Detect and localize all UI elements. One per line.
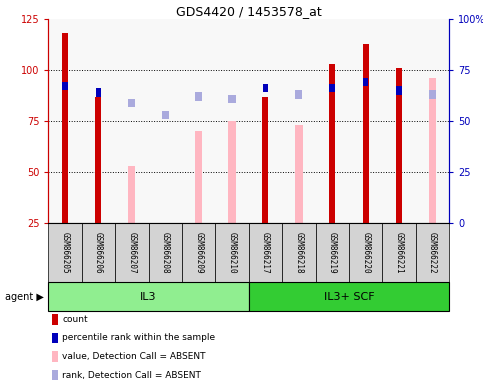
Title: GDS4420 / 1453578_at: GDS4420 / 1453578_at	[176, 5, 322, 18]
Text: GSM866217: GSM866217	[261, 232, 270, 273]
Text: GSM866218: GSM866218	[294, 232, 303, 273]
Bar	[295, 91, 302, 99]
Bar	[52, 370, 58, 381]
Bar	[329, 84, 335, 93]
Bar	[383, 223, 416, 282]
Bar	[82, 223, 115, 282]
Bar	[96, 88, 101, 96]
Bar	[228, 121, 236, 223]
Bar	[295, 125, 302, 223]
Bar	[363, 78, 369, 86]
Text: rank, Detection Call = ABSENT: rank, Detection Call = ABSENT	[62, 371, 201, 380]
Bar	[195, 93, 202, 101]
Text: GSM866219: GSM866219	[328, 232, 337, 273]
Text: value, Detection Call = ABSENT: value, Detection Call = ABSENT	[62, 352, 206, 361]
Text: GSM866221: GSM866221	[395, 232, 404, 273]
Bar	[128, 99, 135, 107]
Bar	[429, 78, 436, 223]
Bar	[249, 282, 449, 311]
Bar	[195, 131, 202, 223]
Text: percentile rank within the sample: percentile rank within the sample	[62, 333, 215, 343]
Bar	[62, 82, 68, 91]
Text: GSM866206: GSM866206	[94, 232, 103, 273]
Text: GSM866208: GSM866208	[161, 232, 170, 273]
Bar	[115, 223, 149, 282]
Bar	[52, 314, 58, 324]
Text: GSM866222: GSM866222	[428, 232, 437, 273]
Bar	[48, 282, 249, 311]
Bar	[48, 223, 82, 282]
Bar	[315, 223, 349, 282]
Bar	[182, 223, 215, 282]
Text: IL3: IL3	[140, 291, 157, 302]
Bar	[228, 94, 236, 103]
Text: agent ▶: agent ▶	[5, 291, 43, 302]
Text: GSM866205: GSM866205	[60, 232, 70, 273]
Bar	[282, 223, 315, 282]
Bar	[349, 223, 383, 282]
Bar	[62, 33, 68, 223]
Bar	[96, 96, 101, 223]
Bar	[149, 223, 182, 282]
Text: GSM866210: GSM866210	[227, 232, 237, 273]
Text: GSM866207: GSM866207	[128, 232, 136, 273]
Text: GSM866209: GSM866209	[194, 232, 203, 273]
Bar	[128, 166, 136, 223]
Bar	[363, 44, 369, 223]
Bar	[162, 111, 169, 119]
Text: GSM866220: GSM866220	[361, 232, 370, 273]
Text: count: count	[62, 315, 88, 324]
Bar	[52, 351, 58, 362]
Bar	[263, 84, 268, 93]
Bar	[249, 223, 282, 282]
Bar	[329, 64, 335, 223]
Text: IL3+ SCF: IL3+ SCF	[324, 291, 374, 302]
Bar	[215, 223, 249, 282]
Bar	[396, 68, 402, 223]
Bar	[396, 86, 402, 94]
Bar	[52, 333, 58, 343]
Bar	[416, 223, 449, 282]
Bar	[429, 91, 436, 99]
Bar	[262, 96, 269, 223]
